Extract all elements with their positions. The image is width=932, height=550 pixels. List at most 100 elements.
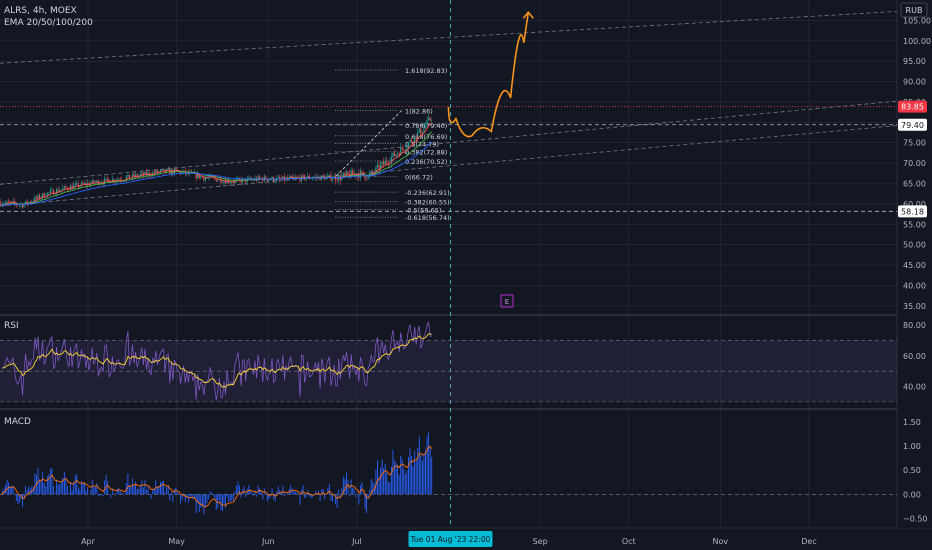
price-badge-label: 79.40 bbox=[901, 121, 924, 130]
macd-bar bbox=[279, 489, 281, 495]
price-tick-label: 75.00 bbox=[903, 139, 926, 148]
candle-body bbox=[302, 175, 304, 176]
macd-bar bbox=[229, 494, 231, 502]
macd-bar bbox=[214, 494, 216, 501]
candle-body bbox=[217, 180, 219, 182]
candle-body bbox=[322, 175, 324, 177]
macd-bar bbox=[253, 494, 254, 496]
macd-bar bbox=[305, 494, 307, 498]
macd-bar bbox=[8, 482, 9, 495]
macd-bar bbox=[130, 487, 132, 495]
candle-body bbox=[46, 192, 48, 197]
candle-body bbox=[85, 183, 87, 186]
macd-bar bbox=[223, 494, 225, 504]
macd-bar bbox=[79, 489, 81, 495]
macd-bar bbox=[234, 491, 236, 495]
macd-bar bbox=[369, 489, 371, 495]
candle-body bbox=[220, 178, 222, 183]
macd-bar bbox=[22, 494, 23, 508]
macd-bar bbox=[160, 481, 161, 495]
candle-body bbox=[268, 179, 270, 181]
macd-bar bbox=[294, 491, 296, 495]
macd-bar bbox=[139, 485, 141, 495]
candle-body bbox=[136, 174, 138, 177]
macd-bar bbox=[51, 468, 53, 495]
macd-bar bbox=[46, 476, 48, 495]
candle-body bbox=[282, 176, 284, 179]
macd-bar bbox=[158, 485, 160, 495]
macd-bar bbox=[127, 473, 129, 495]
macd-bar bbox=[39, 479, 40, 495]
macd-bar bbox=[400, 455, 402, 495]
macd-bar bbox=[184, 494, 186, 502]
fib-level-label: 0.618(76.69) bbox=[405, 133, 447, 141]
macd-bar bbox=[1, 490, 3, 495]
ema-legend: EMA 20/50/100/200 bbox=[4, 18, 93, 28]
time-axis[interactable]: Apr May Jun Jul Sep Oct Nov Dec Tue 01 Aug '23 2… bbox=[81, 531, 817, 547]
macd-bar bbox=[406, 470, 408, 495]
candle-body bbox=[74, 183, 76, 186]
candle-body bbox=[203, 177, 205, 181]
candle-body bbox=[218, 178, 220, 181]
candle-body bbox=[431, 120, 433, 121]
macd-bar bbox=[186, 494, 188, 498]
earnings-event-marker[interactable] bbox=[500, 294, 514, 308]
macd-bar bbox=[394, 460, 395, 495]
price-badge bbox=[898, 100, 927, 113]
price-tick-label: 70.00 bbox=[903, 159, 926, 168]
macd-bar bbox=[339, 494, 341, 499]
time-tick-label: Jul bbox=[351, 537, 362, 546]
macd-bar bbox=[132, 478, 133, 495]
candle-body bbox=[235, 179, 237, 181]
macd-bar bbox=[366, 494, 368, 514]
trend-lines[interactable] bbox=[0, 0, 898, 528]
rsi-signal-line bbox=[2, 333, 432, 389]
candle-body bbox=[229, 182, 231, 184]
macd-bar bbox=[153, 488, 155, 495]
candle-body bbox=[54, 194, 56, 195]
macd-bar bbox=[105, 474, 107, 495]
macd-bar bbox=[226, 494, 228, 497]
candle-body bbox=[376, 164, 378, 168]
candle-body bbox=[409, 140, 411, 143]
macd-bar bbox=[90, 489, 92, 495]
macd-bar bbox=[390, 466, 392, 495]
price-axis[interactable]: 105.00100.0095.0090.0085.0080.0075.0070.… bbox=[898, 0, 932, 528]
candle-body bbox=[412, 141, 414, 143]
macd-bar bbox=[324, 494, 326, 500]
fibonacci-retracement[interactable]: 1.618(92.83) 1(82.86) 0.786(79.40) 0.618(76… bbox=[335, 67, 450, 222]
macd-bar bbox=[57, 484, 59, 495]
macd-bar bbox=[194, 494, 195, 498]
macd-bar bbox=[163, 481, 164, 495]
candle-body bbox=[248, 177, 250, 179]
macd-bar bbox=[80, 481, 82, 495]
candle-body bbox=[214, 177, 216, 179]
candle-body bbox=[9, 201, 11, 203]
candle-body bbox=[104, 178, 106, 184]
time-tick-label: Nov bbox=[713, 537, 729, 546]
candle-body bbox=[4, 202, 6, 204]
projection-arrow[interactable]: E bbox=[447, 10, 534, 308]
macd-bar bbox=[70, 482, 71, 495]
candle-body bbox=[18, 204, 20, 206]
candle-body bbox=[62, 188, 64, 190]
currency-button[interactable] bbox=[900, 2, 928, 18]
candle-body bbox=[423, 127, 425, 132]
candle-body bbox=[167, 169, 169, 170]
candle-body bbox=[17, 204, 19, 206]
macd-bar bbox=[125, 482, 127, 495]
macd-bar bbox=[218, 494, 220, 501]
macd-bar bbox=[327, 487, 329, 495]
candle-body bbox=[417, 132, 419, 139]
price-tick-label: 65.00 bbox=[903, 180, 926, 189]
candle-body bbox=[156, 170, 158, 173]
macd-bar bbox=[256, 494, 257, 497]
macd-bar bbox=[232, 494, 234, 501]
price-tick-label: 45.00 bbox=[903, 261, 926, 270]
currency-label: RUB bbox=[906, 6, 923, 15]
macd-bar bbox=[166, 487, 168, 495]
candle-body bbox=[25, 201, 27, 205]
candle-body bbox=[70, 185, 72, 190]
